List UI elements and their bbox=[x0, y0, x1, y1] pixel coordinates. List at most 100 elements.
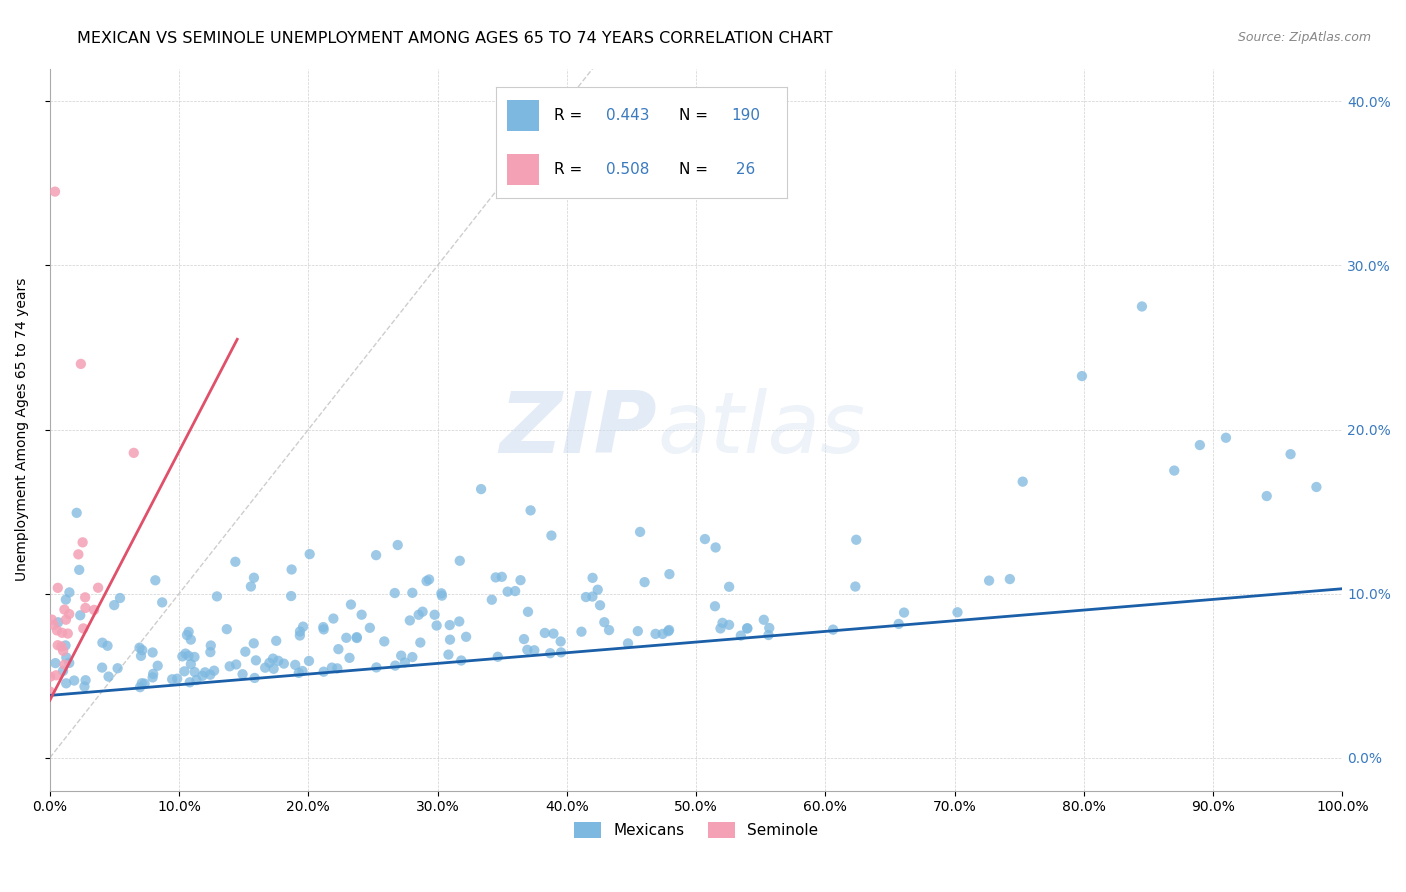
Point bbox=[224, 555, 246, 569]
Point bbox=[633, 575, 655, 590]
Point bbox=[58, 585, 80, 599]
Point bbox=[107, 661, 129, 675]
Point bbox=[58, 656, 80, 670]
Point bbox=[735, 621, 758, 635]
Point bbox=[384, 586, 406, 600]
Point bbox=[232, 667, 254, 681]
Point bbox=[366, 660, 388, 674]
Point bbox=[346, 631, 368, 645]
Point bbox=[373, 634, 395, 648]
Point bbox=[200, 645, 222, 659]
Point bbox=[711, 615, 734, 630]
Point bbox=[704, 599, 727, 614]
Point bbox=[131, 676, 153, 690]
Point bbox=[263, 662, 285, 676]
Point bbox=[651, 627, 673, 641]
Point bbox=[46, 624, 69, 638]
Point bbox=[658, 567, 681, 582]
Point bbox=[450, 653, 472, 667]
Point bbox=[233, 645, 256, 659]
Point bbox=[91, 636, 114, 650]
Point bbox=[53, 602, 76, 616]
Point bbox=[83, 603, 105, 617]
Point bbox=[486, 649, 509, 664]
Point bbox=[186, 673, 208, 687]
Point bbox=[46, 638, 69, 652]
Point bbox=[409, 635, 432, 649]
Point bbox=[67, 563, 90, 577]
Point bbox=[128, 640, 150, 655]
Point bbox=[823, 623, 845, 637]
Point bbox=[844, 580, 866, 594]
Point bbox=[205, 590, 228, 604]
Point bbox=[194, 665, 217, 680]
Point bbox=[243, 571, 266, 585]
Point bbox=[312, 623, 335, 637]
Point bbox=[280, 589, 302, 603]
Point bbox=[143, 574, 166, 588]
Point bbox=[470, 482, 492, 496]
Point bbox=[593, 615, 616, 630]
Point bbox=[1305, 480, 1327, 494]
Point bbox=[55, 676, 77, 690]
Point bbox=[142, 666, 165, 681]
Point bbox=[550, 645, 572, 659]
Point bbox=[55, 613, 77, 627]
Point bbox=[513, 632, 536, 646]
Point bbox=[273, 657, 295, 671]
Point bbox=[430, 589, 453, 603]
Point bbox=[146, 658, 169, 673]
Point bbox=[75, 673, 97, 688]
Point bbox=[350, 607, 373, 622]
Point bbox=[298, 547, 321, 561]
Point bbox=[627, 624, 650, 639]
Point bbox=[517, 605, 540, 619]
Point bbox=[55, 592, 77, 607]
Point bbox=[339, 651, 361, 665]
Point bbox=[44, 185, 66, 199]
Point bbox=[346, 630, 368, 644]
Point bbox=[321, 660, 343, 674]
Point bbox=[63, 673, 86, 688]
Point bbox=[1279, 447, 1302, 461]
Point bbox=[243, 671, 266, 685]
Point bbox=[179, 675, 201, 690]
Point bbox=[52, 664, 75, 678]
Point bbox=[737, 622, 759, 636]
Point bbox=[408, 607, 430, 622]
Point bbox=[491, 570, 513, 584]
Text: MEXICAN VS SEMINOLE UNEMPLOYMENT AMONG AGES 65 TO 74 YEARS CORRELATION CHART: MEXICAN VS SEMINOLE UNEMPLOYMENT AMONG A… bbox=[77, 31, 832, 46]
Point bbox=[262, 651, 284, 665]
Point bbox=[245, 653, 267, 667]
Point bbox=[129, 680, 152, 694]
Point bbox=[328, 642, 350, 657]
Point bbox=[519, 503, 541, 517]
Point bbox=[617, 636, 640, 650]
Point bbox=[103, 598, 125, 612]
Point bbox=[176, 628, 198, 642]
Point bbox=[87, 581, 110, 595]
Point bbox=[540, 528, 562, 542]
Point bbox=[543, 626, 565, 640]
Point bbox=[56, 626, 79, 640]
Point bbox=[752, 613, 775, 627]
Point bbox=[166, 672, 188, 686]
Point bbox=[1071, 369, 1094, 384]
Point bbox=[267, 654, 290, 668]
Point bbox=[150, 595, 173, 609]
Point bbox=[845, 533, 868, 547]
Point bbox=[142, 645, 165, 659]
Point bbox=[218, 659, 240, 673]
Point bbox=[46, 581, 69, 595]
Point bbox=[44, 656, 66, 670]
Point bbox=[644, 627, 666, 641]
Point bbox=[523, 643, 546, 657]
Point bbox=[418, 573, 440, 587]
Point bbox=[1163, 464, 1185, 478]
Point bbox=[55, 639, 77, 653]
Point bbox=[177, 648, 200, 663]
Point bbox=[658, 623, 681, 637]
Point bbox=[1256, 489, 1278, 503]
Point bbox=[41, 613, 63, 627]
Point bbox=[160, 673, 183, 687]
